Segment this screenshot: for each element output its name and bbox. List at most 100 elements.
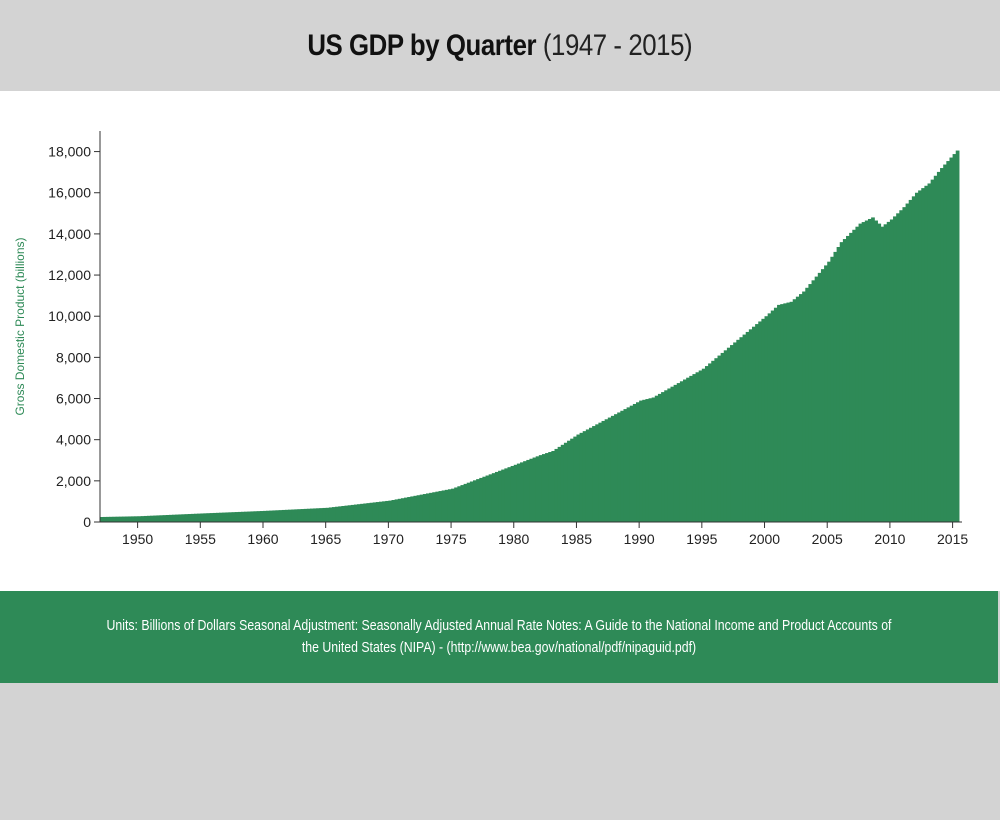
gdp-bar: [692, 374, 697, 522]
gdp-bar: [595, 424, 599, 522]
gdp-bar: [676, 383, 681, 522]
gdp-bar: [498, 470, 502, 522]
gdp-bar: [369, 502, 374, 522]
gdp-bar: [181, 514, 186, 522]
gdp-bar: [883, 224, 888, 523]
gdp-bar: [670, 386, 675, 522]
gdp-bar: [322, 507, 327, 522]
gdp-bar: [899, 210, 904, 522]
gdp-bar: [720, 352, 725, 522]
gdp-bar: [604, 419, 609, 522]
gdp-bar: [131, 516, 136, 522]
x-tick-label: 1955: [185, 531, 216, 547]
gdp-bar: [385, 500, 389, 522]
gdp-bar: [319, 508, 324, 522]
gdp-bar: [416, 495, 421, 522]
gdp-bar: [689, 375, 694, 522]
gdp-bar: [893, 216, 897, 522]
gdp-bar: [679, 381, 684, 522]
chart-title: US GDP by Quarter (1947 - 2015): [308, 29, 693, 63]
gdp-bar: [927, 183, 932, 522]
gdp-bar: [128, 516, 132, 522]
gdp-bar: [203, 513, 208, 522]
gdp-bar: [924, 185, 929, 522]
chart-panel: 0 2,000 4,000 6,000 8,000 10,000 12,000 14,000 1…: [0, 91, 1000, 591]
gdp-bar: [820, 269, 825, 522]
gdp-bar: [748, 329, 753, 522]
gdp-bar: [632, 403, 637, 522]
gdp-bar: [861, 222, 866, 522]
gdp-bar: [529, 458, 534, 522]
gdp-bar: [592, 426, 596, 522]
gdp-bar: [100, 517, 104, 522]
y-tick-label: 16,000: [48, 185, 91, 201]
gdp-bar: [504, 468, 509, 522]
gdp-bar: [372, 502, 377, 522]
gdp-bar: [513, 464, 518, 522]
gdp-bar: [473, 480, 477, 522]
gdp-bar: [833, 251, 838, 522]
chart-title-main: US GDP by Quarter: [307, 28, 537, 62]
gdp-bar: [730, 345, 734, 522]
gdp-bar: [639, 400, 643, 522]
gdp-bar: [751, 326, 756, 522]
notes-text: Units: Billions of Dollars Seasonal Adju…: [106, 617, 892, 656]
gdp-bar: [667, 388, 672, 522]
gdp-bar: [137, 516, 142, 522]
gdp-bar: [237, 511, 242, 522]
gdp-bar: [476, 479, 480, 522]
gdp-bar: [212, 512, 217, 522]
gdp-bar: [930, 179, 935, 522]
gdp-bar: [535, 456, 540, 522]
x-tick-label: 1965: [310, 531, 341, 547]
gdp-bar: [585, 429, 590, 522]
gdp-bar: [723, 350, 728, 522]
gdp-bar: [106, 516, 110, 522]
gdp-bar: [501, 469, 505, 522]
gdp-bar: [636, 402, 640, 522]
gdp-bar: [272, 510, 277, 522]
gdp-bar: [761, 318, 766, 522]
gdp-bar: [115, 516, 120, 522]
gdp-bar: [150, 515, 154, 522]
gdp-bar: [683, 379, 687, 522]
gdp-bar: [755, 324, 759, 522]
bar-series: [100, 150, 960, 523]
notes-banner: Units: Billions of Dollars Seasonal Adju…: [0, 591, 998, 683]
gdp-bar: [701, 368, 706, 522]
y-tick-label: 10,000: [48, 308, 91, 324]
gdp-bar: [598, 422, 603, 522]
gdp-bar: [479, 477, 484, 522]
gdp-bar: [109, 516, 114, 522]
gdp-bar: [225, 512, 230, 522]
gdp-bar: [375, 502, 380, 522]
gdp-bar: [852, 229, 857, 522]
gdp-bar: [943, 164, 947, 522]
gdp-bar: [786, 302, 791, 522]
gdp-bar: [614, 414, 618, 522]
gdp-bar: [914, 192, 919, 522]
gdp-bar: [366, 503, 371, 522]
gdp-bar: [266, 510, 270, 522]
gdp-bar: [541, 454, 546, 522]
x-tick-label: 2015: [937, 531, 968, 547]
gdp-bar: [284, 509, 289, 522]
gdp-bar: [422, 494, 427, 522]
gdp-bar: [620, 410, 625, 522]
gdp-bar: [112, 516, 117, 522]
gdp-bar: [902, 207, 907, 522]
gdp-bar: [520, 462, 524, 522]
gdp-bar: [206, 513, 211, 522]
gdp-bar: [247, 511, 252, 522]
gdp-bar: [325, 507, 330, 522]
gdp-bar: [281, 509, 286, 522]
gdp-bar: [905, 203, 910, 522]
gdp-bar: [215, 512, 220, 522]
y-axis-label: Gross Domestic Product (billions): [13, 237, 27, 415]
gdp-bar: [297, 509, 302, 522]
gdp-bar: [231, 512, 236, 522]
gdp-bar: [918, 190, 922, 523]
gdp-bar: [799, 294, 803, 522]
gdp-bar: [451, 488, 455, 522]
page-header: US GDP by Quarter (1947 - 2015): [0, 0, 1000, 91]
